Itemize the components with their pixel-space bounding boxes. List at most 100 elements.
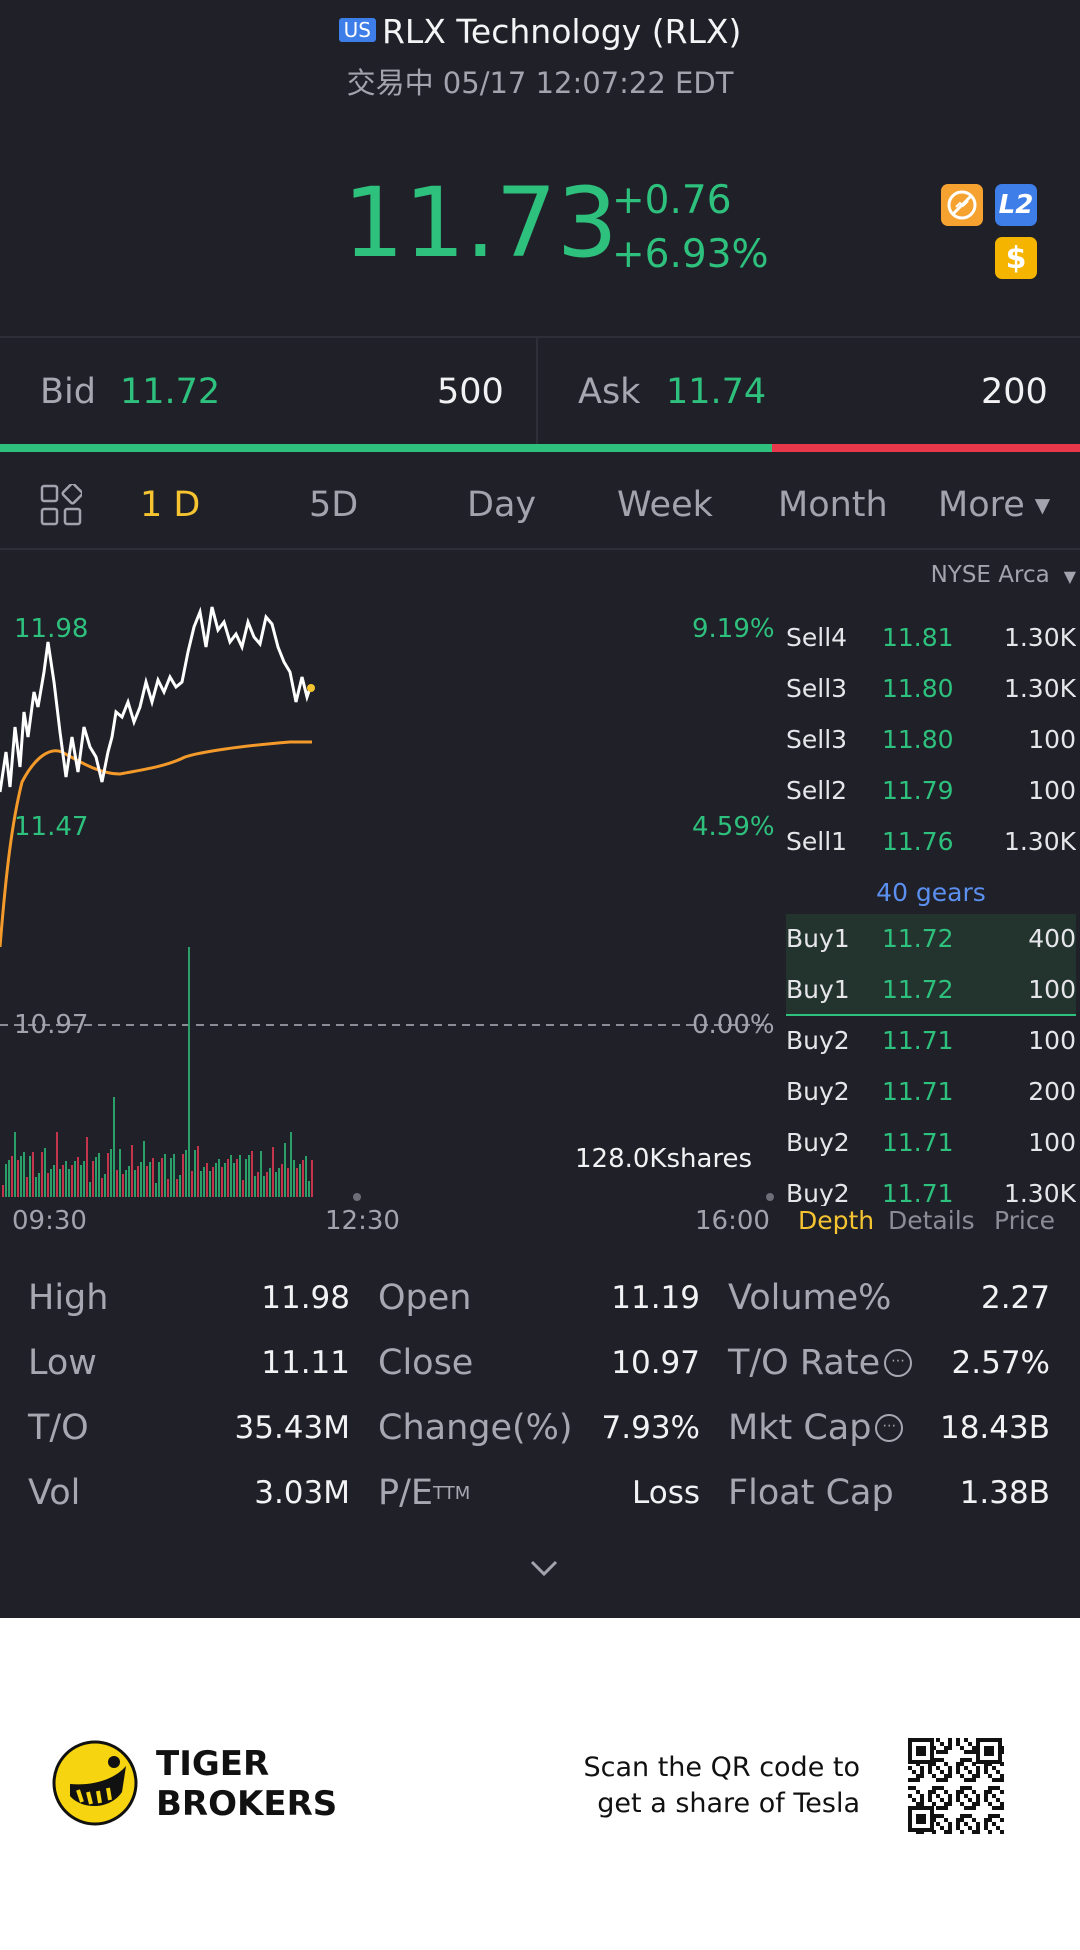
stat-label: T/O <box>28 1408 89 1448</box>
bid-price: 11.72 <box>120 372 221 412</box>
orderbook-sell-row[interactable]: Sell1 11.76 1.30K <box>786 817 1076 865</box>
ask-price: 11.74 <box>666 372 767 412</box>
order-qty: 100 <box>1028 974 1076 1004</box>
stat-label: Float Cap <box>728 1473 894 1513</box>
order-side: Sell2 <box>786 775 848 805</box>
order-side: Sell4 <box>786 596 882 601</box>
stat-label: Mkt Cap ⋯ <box>728 1398 904 1458</box>
order-qty: 100 <box>1028 1127 1076 1157</box>
qr-code[interactable] <box>906 1736 1004 1834</box>
order-price: 11.76 <box>882 826 954 856</box>
order-qty: 1.30K <box>1003 826 1076 856</box>
orderbook-buy-row[interactable]: Buy2 11.71 1.30K <box>786 1169 1076 1207</box>
orderbook-buy-row[interactable]: Buy2 11.71 100 <box>786 1016 1076 1064</box>
y-pct-mid: 4.59% <box>692 812 775 842</box>
order-price: 11.72 <box>882 923 954 953</box>
tab-week[interactable]: Week <box>617 485 713 525</box>
order-side: Sell4 <box>786 622 848 652</box>
brand-name: TIGER BROKERS <box>156 1744 337 1824</box>
no-short-icon[interactable] <box>941 184 983 226</box>
orderbook-sell-row[interactable]: Sell4 11.81 1.30K <box>786 613 1076 661</box>
order-qty: 100 <box>982 596 1076 601</box>
stat-label: Low <box>28 1343 97 1383</box>
stat-label: Open <box>378 1278 472 1318</box>
stock-title: US RLX Technology (RLX) <box>0 12 1080 51</box>
tab-details[interactable]: Details <box>888 1206 975 1235</box>
price-change: +0.76 <box>612 178 732 223</box>
order-qty: 1.30K <box>1003 673 1076 703</box>
orderbook-buy-row[interactable]: Buy2 11.71 200 <box>786 1067 1076 1115</box>
orderbook-sell-row[interactable]: Sell3 11.80 100 <box>786 715 1076 763</box>
stock-name: RLX Technology (RLX) <box>381 12 742 51</box>
tab-day[interactable]: Day <box>467 485 537 525</box>
order-qty: 400 <box>1028 923 1076 953</box>
tab-1d[interactable]: 1 D <box>140 485 201 525</box>
tab-price[interactable]: Price <box>994 1206 1055 1235</box>
trading-status: 交易中 05/17 12:07:22 EDT <box>346 66 734 100</box>
orderbook-buy-row[interactable]: Buy1 11.72 400 <box>786 914 1076 962</box>
orderbook-sell-row[interactable]: Sell2 11.79 100 <box>786 766 1076 814</box>
stat-value: 11.11 <box>261 1345 350 1381</box>
tab-more[interactable]: More ▼ <box>938 462 1050 548</box>
brand-line-2: BROKERS <box>156 1784 338 1824</box>
y-label-mid: 11.47 <box>14 812 89 842</box>
order-qty: 100 <box>1028 775 1076 805</box>
tab-5d[interactable]: 5D <box>309 485 359 525</box>
price-chart-svg <box>0 606 774 1201</box>
x-label-close: 16:00 <box>695 1206 770 1236</box>
expand-chevron-icon[interactable] <box>524 1554 564 1584</box>
orderbook-sell-row[interactable]: Sell3 11.80 1.30K <box>786 664 1076 712</box>
orderbook-buy-row[interactable]: Buy2 11.71 100 <box>786 1118 1076 1166</box>
caret-down-icon: ▼ <box>1063 567 1076 586</box>
exchange-selector[interactable]: NYSE Arca ▼ <box>786 562 1076 602</box>
dollar-icon[interactable]: $ <box>995 237 1037 279</box>
exchange-label: NYSE Arca <box>930 562 1050 588</box>
midday-marker <box>353 1193 361 1201</box>
order-price: 11.79 <box>882 775 954 805</box>
last-price: 11.73 <box>343 167 618 279</box>
order-qty: 100 <box>1028 1025 1076 1055</box>
order-side: Sell1 <box>786 826 848 856</box>
y-label-base: 10.97 <box>14 1010 89 1040</box>
current-price-dot <box>307 684 315 692</box>
tab-month[interactable]: Month <box>778 485 888 525</box>
order-side: Buy2 <box>786 1025 850 1055</box>
intraday-chart[interactable]: 11.98 11.47 10.97 9.19% 4.59% 0.00% 128.… <box>0 552 780 1236</box>
y-pct-high: 9.19% <box>692 614 775 644</box>
layout-grid-icon[interactable] <box>40 462 82 548</box>
bid-ask-bar[interactable]: Bid 11.72 500 Ask 11.74 200 <box>0 338 1080 446</box>
volume-bars <box>2 947 313 1197</box>
info-icon[interactable]: ⋯ <box>884 1349 913 1377</box>
tab-depth[interactable]: Depth <box>798 1206 875 1235</box>
price-change-pct: +6.93% <box>612 232 769 277</box>
stat-value: 3.03M <box>254 1475 350 1511</box>
stat-value: 7.93% <box>601 1410 700 1446</box>
order-book[interactable]: Sell411.81100Sell411.811.30KSell311.801.… <box>786 596 1076 1206</box>
level2-badge[interactable]: L2 <box>995 184 1037 226</box>
ask-label: Ask <box>578 372 641 412</box>
info-icon[interactable]: ⋯ <box>875 1414 904 1442</box>
period-tabs: 1 D 5D Day Week Month More ▼ <box>0 462 1080 548</box>
order-qty: 1.30K <box>1003 622 1076 652</box>
x-label-mid: 12:30 <box>325 1206 400 1236</box>
tiger-logo <box>52 1740 138 1826</box>
pe-superscript: TTM <box>433 1482 471 1504</box>
stat-label: T/O Rate ⋯ <box>728 1333 913 1393</box>
stat-value: 10.97 <box>611 1345 700 1381</box>
gears-toggle[interactable]: 40 gears <box>876 878 986 907</box>
order-price: 11.71 <box>882 1127 954 1157</box>
order-qty: 200 <box>1028 1076 1076 1106</box>
order-qty: 1.30K <box>1003 1178 1076 1207</box>
order-side: Buy2 <box>786 1076 850 1106</box>
order-price: 11.81 <box>882 596 982 601</box>
orderbook-buy-row[interactable]: Buy1 11.72 100 <box>786 965 1076 1013</box>
close-marker <box>766 1193 774 1201</box>
order-price: 11.80 <box>882 724 954 754</box>
promo-line-2: get a share of Tesla <box>597 1788 860 1819</box>
stat-value: 35.43M <box>234 1410 351 1446</box>
promo-line-1: Scan the QR code to <box>583 1752 860 1783</box>
order-price: 11.71 <box>882 1178 954 1207</box>
bid-ask-divider <box>536 338 538 446</box>
stat-value: 1.38B <box>959 1475 1050 1511</box>
